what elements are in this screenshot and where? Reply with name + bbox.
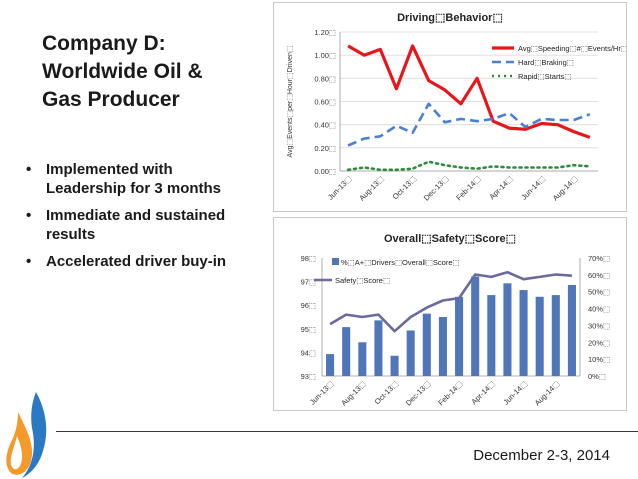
series-line [329,270,572,333]
bullet-list: Implemented with Leadership for 3 months… [26,160,256,279]
bar [471,276,480,376]
bar [503,283,512,376]
bar [551,295,560,376]
footer-divider [56,431,638,432]
y-tick-label: 0.20⬚ [314,144,336,153]
chart-title: Driving⬚Behavior⬚ [397,12,503,24]
footer-date: December 2-3, 2014 [473,447,610,464]
bar [455,296,464,376]
x-tick-label: Oct-13⬚ [373,379,400,406]
y-tick-label: 94⬚ [301,348,316,357]
chart-title: Overall⬚Safety⬚Score⬚ [384,233,516,245]
y-tick-label: 0.60⬚ [314,98,336,107]
series-line [347,102,591,147]
legend-label: %⬚A+⬚Drivers⬚Overall⬚Score⬚ [341,258,460,267]
y2-tick-label: 70%⬚ [588,254,610,263]
slide-title: Company D: Worldwide Oil & Gas Producer [42,32,203,111]
bullet-item: Accelerated driver buy-in [26,252,256,271]
legend-label: Avg⬚Speeding⬚#⬚Events/Hr⬚ [518,44,626,53]
bar [326,354,335,376]
x-tick-label: Aug-14⬚ [551,174,579,202]
legend-swatch [332,258,339,265]
y-tick-label: 0.80⬚ [314,74,336,83]
y-tick-label: 96⬚ [301,301,316,310]
x-tick-label: Feb-14⬚ [436,379,464,407]
bar [374,320,383,376]
y2-tick-label: 40%⬚ [588,305,610,314]
y2-tick-label: 20%⬚ [588,338,610,347]
safety-score-chart: Overall⬚Safety⬚Score⬚ 93⬚ 94⬚ 95⬚ 96⬚ 97⬚ 98⬚ 0… [273,217,627,411]
company-logo-icon [6,392,47,478]
x-tick-label: Jun-14⬚ [519,174,547,202]
y-tick-label: 93⬚ [301,372,316,381]
driving-behavior-svg: Driving⬚Behavior⬚ 0.00⬚ 0.20⬚ 0.40⬚ 0.60⬚ 0.8… [287,12,628,203]
y2-tick-label: 60%⬚ [588,271,610,280]
bar [422,313,431,376]
x-tick-label: Dec-13⬚ [422,174,450,202]
y2-tick-label: 10%⬚ [588,355,610,364]
legend-label: Safety⬚Score⬚ [335,276,390,285]
x-tick-label: Jun-13⬚ [326,174,354,202]
x-tick-label: Aug-13⬚ [357,174,385,202]
bullet-item: Implemented with Leadership for 3 months [26,160,256,198]
safety-score-svg: Overall⬚Safety⬚Score⬚ 93⬚ 94⬚ 95⬚ 96⬚ 97⬚ 98⬚ 0… [301,233,611,408]
bullet-item: Immediate and sustained results [26,206,256,244]
bar [342,327,351,376]
y-tick-label: 0.40⬚ [314,121,336,130]
x-tick-label: Apr-14⬚ [487,174,514,201]
x-tick-label: Jun-14⬚ [501,379,529,407]
driving-behavior-chart: Driving⬚Behavior⬚ 0.00⬚ 0.20⬚ 0.40⬚ 0.60⬚ 0.8… [273,2,628,212]
series-line [346,160,592,172]
x-tick-label: Apr-14⬚ [469,379,496,406]
x-tick-label: Oct-13⬚ [391,174,418,201]
x-tick-label: Feb-14⬚ [454,174,482,202]
y-tick-label: 0.00⬚ [314,167,336,176]
bar [519,290,528,376]
y-tick-label: 95⬚ [301,325,316,334]
x-tick-label: Dec-13⬚ [404,379,432,407]
bar [390,355,399,376]
y-tick-label: 98⬚ [301,254,316,263]
y2-tick-label: 50%⬚ [588,288,610,297]
y-tick-label: 1.20⬚ [314,28,336,37]
bar [358,342,367,376]
x-tick-label: Aug-14⬚ [533,379,561,407]
x-tick-label: Aug-13⬚ [339,379,367,407]
bar [535,296,544,376]
bar [406,330,415,376]
legend-label: Hard⬚Braking⬚ [518,58,574,67]
y-axis-label: Avg⬚Events⬚per⬚Hour⬚Driven⬚ [287,46,294,158]
y-tick-label: 1.00⬚ [314,51,336,60]
x-tick-label: Jun-13⬚ [308,379,336,407]
bar [567,284,576,376]
legend-label: Rapid⬚Starts⬚ [518,72,571,81]
y2-tick-label: 30%⬚ [588,321,610,330]
y2-tick-label: 0%⬚ [588,372,606,381]
y-tick-label: 97⬚ [301,278,316,287]
bar [487,295,496,376]
series-line [347,44,591,139]
bar [438,317,447,376]
